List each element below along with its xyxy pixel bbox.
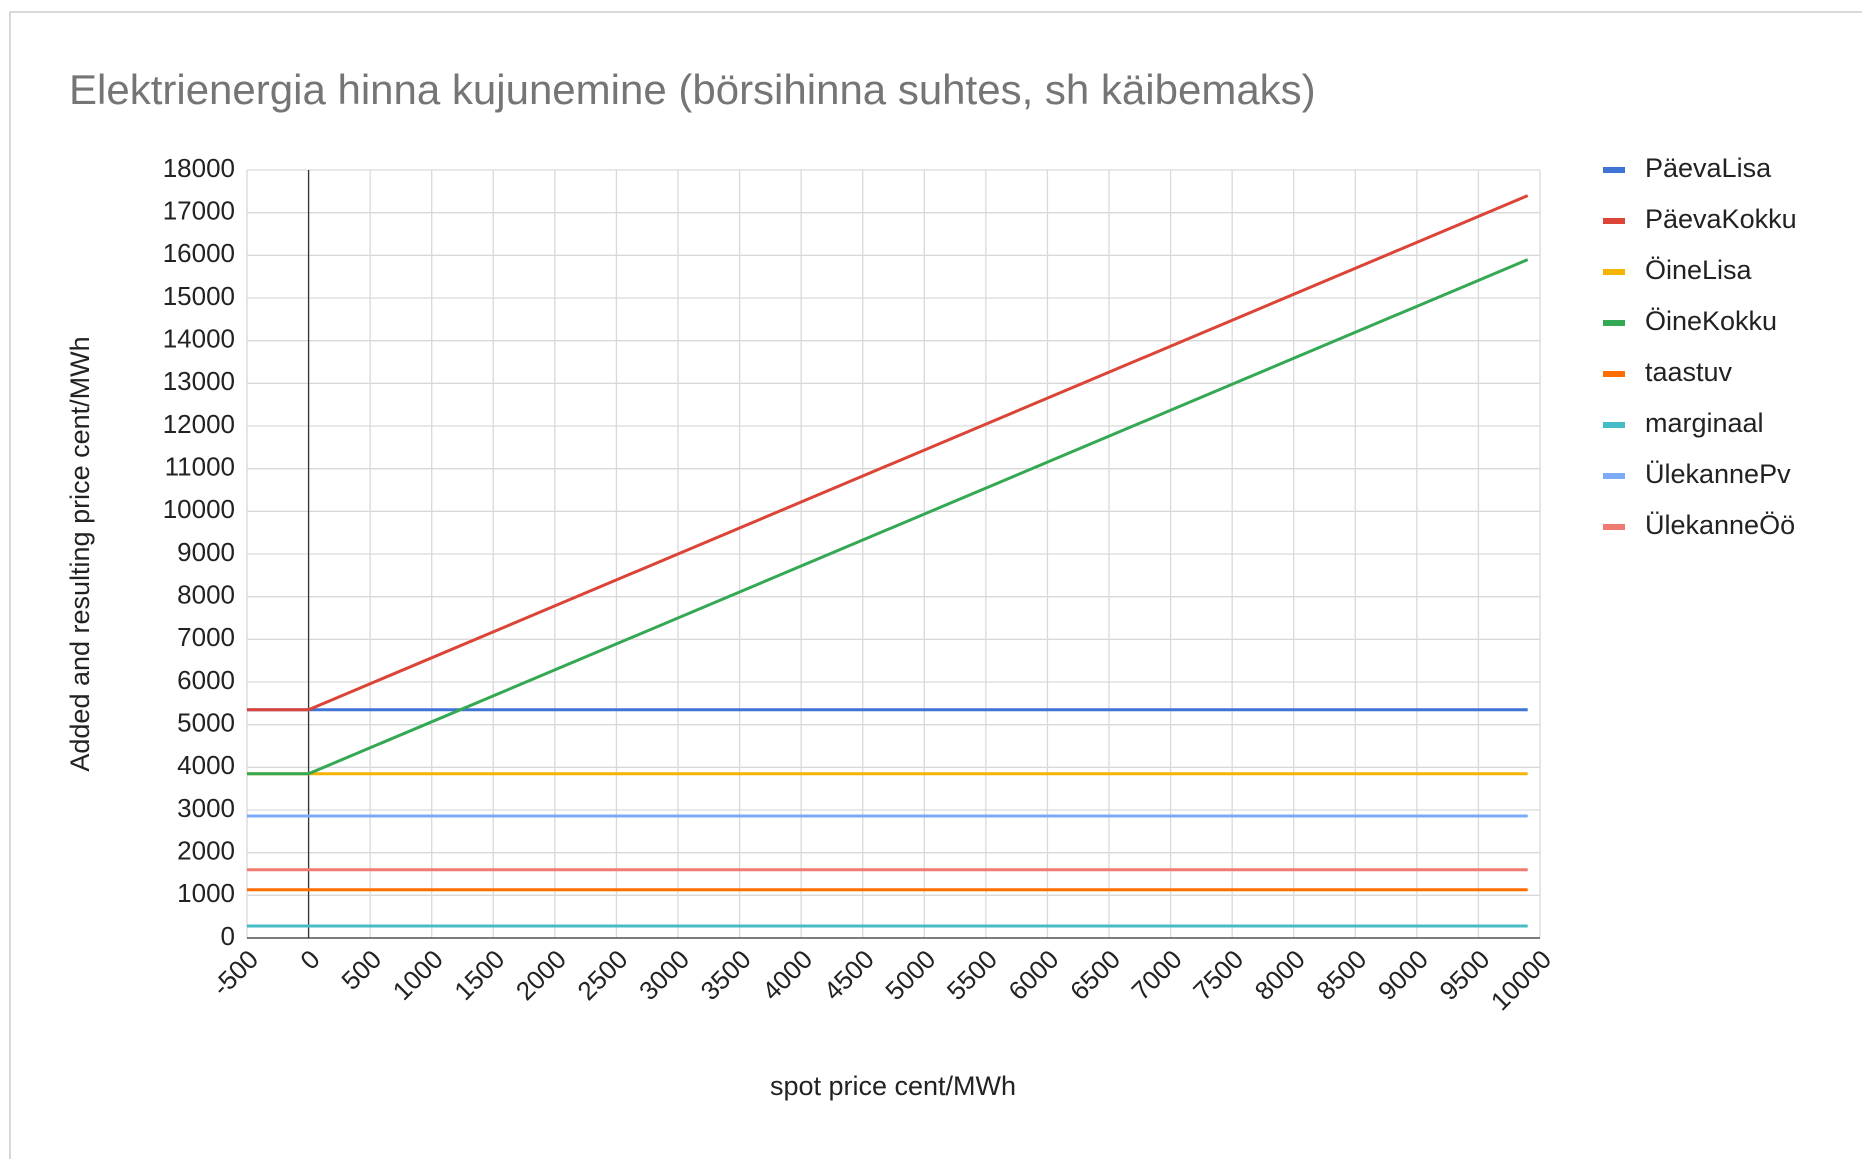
legend-swatch: [1603, 218, 1625, 224]
legend-swatch: [1603, 524, 1625, 530]
y-tick-label: 4000: [177, 750, 235, 780]
series-line: [247, 194, 1529, 712]
y-tick-label: 3000: [177, 793, 235, 823]
legend-swatch: [1603, 473, 1625, 479]
legend-label: ÜlekannePv: [1645, 459, 1791, 489]
legend-label: ÖineKokku: [1645, 306, 1777, 336]
chart-title: Elektrienergia hinna kujunemine (börsihi…: [69, 66, 1316, 113]
series-line: [247, 258, 1529, 776]
legend-swatch: [1603, 269, 1625, 275]
legend-label: PäevaLisa: [1645, 153, 1772, 183]
y-tick-label: 6000: [177, 665, 235, 695]
y-tick-label: 10000: [163, 494, 235, 524]
legend-label: ÖineLisa: [1645, 255, 1753, 285]
y-tick-label: 16000: [163, 238, 235, 268]
y-tick-label: 15000: [163, 281, 235, 311]
legend-swatch: [1603, 422, 1625, 428]
y-tick-label: 18000: [163, 153, 235, 183]
y-tick-label: 0: [221, 921, 235, 951]
y-axis-label: Added and resulting price cent/MWh: [65, 336, 95, 771]
y-tick-label: 11000: [165, 452, 235, 482]
y-tick-label: 7000: [177, 622, 235, 652]
legend-label: marginaal: [1645, 408, 1764, 438]
legend-swatch: [1603, 167, 1625, 173]
y-tick-label: 2000: [177, 836, 235, 866]
y-tick-label: 12000: [163, 409, 235, 439]
x-axis-label: spot price cent/MWh: [770, 1071, 1016, 1101]
y-tick-label: 17000: [163, 196, 235, 226]
legend-label: taastuv: [1645, 357, 1733, 387]
legend-label: PäevaKokku: [1645, 204, 1797, 234]
y-tick-label: 13000: [163, 366, 235, 396]
y-tick-label: 14000: [163, 324, 235, 354]
legend-label: ÜlekanneÖö: [1645, 510, 1795, 540]
y-tick-label: 1000: [177, 878, 235, 908]
y-tick-label: 8000: [177, 580, 235, 610]
legend-swatch: [1603, 320, 1625, 326]
legend-swatch: [1603, 371, 1625, 377]
y-tick-label: 5000: [177, 708, 235, 738]
frame: [9, 11, 1862, 1159]
y-tick-label: 9000: [177, 537, 235, 567]
